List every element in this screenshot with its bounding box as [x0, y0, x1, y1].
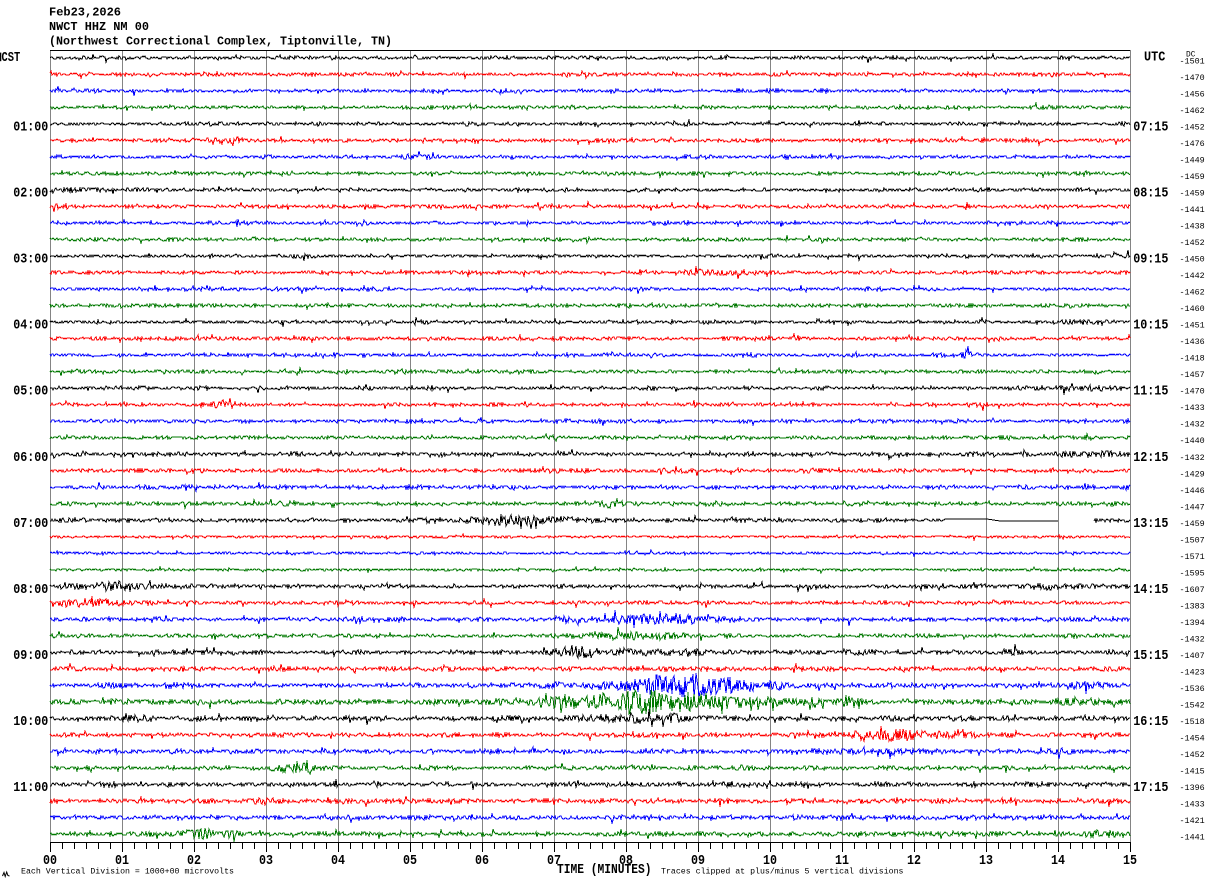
svg-text:-1462: -1462: [1180, 288, 1205, 298]
svg-text:-1518: -1518: [1180, 717, 1205, 727]
svg-text:15:15: 15:15: [1133, 649, 1168, 664]
svg-text:-1501: -1501: [1180, 56, 1205, 66]
svg-text:Feb23,2026: Feb23,2026: [49, 5, 121, 19]
svg-text:-1396: -1396: [1180, 783, 1205, 793]
svg-text:-1462: -1462: [1180, 106, 1205, 116]
svg-text:10: 10: [763, 854, 777, 869]
svg-text:13:15: 13:15: [1133, 517, 1168, 532]
svg-text:08:00: 08:00: [13, 583, 48, 598]
svg-text:11:00: 11:00: [13, 781, 48, 796]
svg-text:12:15: 12:15: [1133, 451, 1168, 466]
svg-text:09: 09: [691, 854, 705, 869]
svg-text:15: 15: [1123, 854, 1137, 869]
svg-text:-1454: -1454: [1180, 734, 1205, 744]
svg-text:-1383: -1383: [1180, 601, 1205, 611]
svg-text:-1441: -1441: [1180, 205, 1205, 215]
svg-text:06: 06: [475, 854, 489, 869]
svg-text:17:15: 17:15: [1133, 781, 1168, 796]
svg-text:-1536: -1536: [1180, 684, 1205, 694]
svg-text:-1447: -1447: [1180, 502, 1205, 512]
svg-text:-1451: -1451: [1180, 321, 1205, 331]
svg-text:-1459: -1459: [1180, 172, 1205, 182]
svg-text:13: 13: [979, 854, 993, 869]
svg-text:-1407: -1407: [1180, 651, 1205, 661]
svg-text:11:15: 11:15: [1133, 385, 1168, 400]
svg-text:04:00: 04:00: [13, 319, 48, 334]
svg-text:-1457: -1457: [1180, 370, 1205, 380]
svg-text:10:00: 10:00: [13, 715, 48, 730]
svg-text:-1452: -1452: [1180, 750, 1205, 760]
svg-text:-1470: -1470: [1180, 387, 1205, 397]
svg-text:10:15: 10:15: [1133, 319, 1168, 334]
svg-text:-1440: -1440: [1180, 436, 1205, 446]
svg-text:-1433: -1433: [1180, 403, 1205, 413]
svg-text:-1459: -1459: [1180, 519, 1205, 529]
svg-text:-1507: -1507: [1180, 535, 1205, 545]
svg-text:01: 01: [115, 854, 129, 869]
svg-text:03: 03: [259, 854, 273, 869]
svg-text:05: 05: [403, 854, 417, 869]
svg-text:-1542: -1542: [1180, 700, 1205, 710]
svg-text:09:15: 09:15: [1133, 253, 1168, 268]
svg-text:NWCT HHZ NM 00: NWCT HHZ NM 00: [49, 20, 149, 34]
svg-text:-1421: -1421: [1180, 816, 1205, 826]
svg-text:-1460: -1460: [1180, 304, 1205, 314]
svg-text:Traces clipped at plus/minus 5: Traces clipped at plus/minus 5 vertical …: [661, 867, 904, 877]
svg-text:-1571: -1571: [1180, 552, 1205, 562]
svg-text:14:15: 14:15: [1133, 583, 1168, 598]
svg-text:-1423: -1423: [1180, 667, 1205, 677]
svg-text:09:00: 09:00: [13, 649, 48, 664]
svg-text:-1438: -1438: [1180, 222, 1205, 232]
svg-text:-1436: -1436: [1180, 337, 1205, 347]
svg-text:DC: DC: [1186, 50, 1195, 60]
svg-text:-1394: -1394: [1180, 618, 1205, 628]
svg-text:-1595: -1595: [1180, 568, 1205, 578]
svg-text:-1442: -1442: [1180, 271, 1205, 281]
svg-text:02:00: 02:00: [13, 187, 48, 202]
svg-text:07:00: 07:00: [13, 517, 48, 532]
svg-text:06:00: 06:00: [13, 451, 48, 466]
svg-text:00: 00: [43, 854, 57, 869]
svg-text:-1450: -1450: [1180, 255, 1205, 265]
svg-text:UTC: UTC: [1144, 51, 1165, 66]
svg-text:-1432: -1432: [1180, 420, 1205, 430]
svg-text:-1476: -1476: [1180, 139, 1205, 149]
svg-text:-1441: -1441: [1180, 833, 1205, 843]
svg-text:-1418: -1418: [1180, 354, 1205, 364]
svg-text:-1452: -1452: [1180, 238, 1205, 248]
svg-text:-1432: -1432: [1180, 634, 1205, 644]
svg-text:-1452: -1452: [1180, 122, 1205, 132]
svg-text:08:15: 08:15: [1133, 187, 1168, 202]
svg-text:CST: CST: [2, 51, 21, 66]
svg-text:05:00: 05:00: [13, 385, 48, 400]
svg-text:-1433: -1433: [1180, 800, 1205, 810]
svg-text:-1449: -1449: [1180, 155, 1205, 165]
svg-text:Each Vertical Division = 1000+: Each Vertical Division = 1000+00 microvo…: [21, 866, 234, 876]
svg-text:-1459: -1459: [1180, 189, 1205, 199]
svg-text:03:00: 03:00: [13, 253, 48, 268]
svg-text:-1429: -1429: [1180, 469, 1205, 479]
svg-text:-1607: -1607: [1180, 585, 1205, 595]
svg-text:TIME (MINUTES): TIME (MINUTES): [557, 863, 652, 878]
svg-text:11: 11: [835, 854, 849, 869]
svg-text:07:15: 07:15: [1133, 120, 1168, 135]
svg-text:07: 07: [547, 854, 561, 869]
svg-text:-1446: -1446: [1180, 486, 1205, 496]
svg-text:08: 08: [619, 854, 633, 869]
svg-text:(Northwest Correctional Comple: (Northwest Correctional Complex, Tiptonv…: [49, 35, 392, 49]
svg-text:-1415: -1415: [1180, 767, 1205, 777]
svg-text:-1456: -1456: [1180, 89, 1205, 99]
svg-text:01:00: 01:00: [13, 120, 48, 135]
svg-text:02: 02: [187, 854, 201, 869]
svg-text:-1432: -1432: [1180, 453, 1205, 463]
svg-text:04: 04: [331, 854, 345, 869]
svg-text:16:15: 16:15: [1133, 715, 1168, 730]
svg-text:12: 12: [907, 854, 921, 869]
svg-text:-1470: -1470: [1180, 73, 1205, 83]
svg-text:14: 14: [1051, 854, 1065, 869]
